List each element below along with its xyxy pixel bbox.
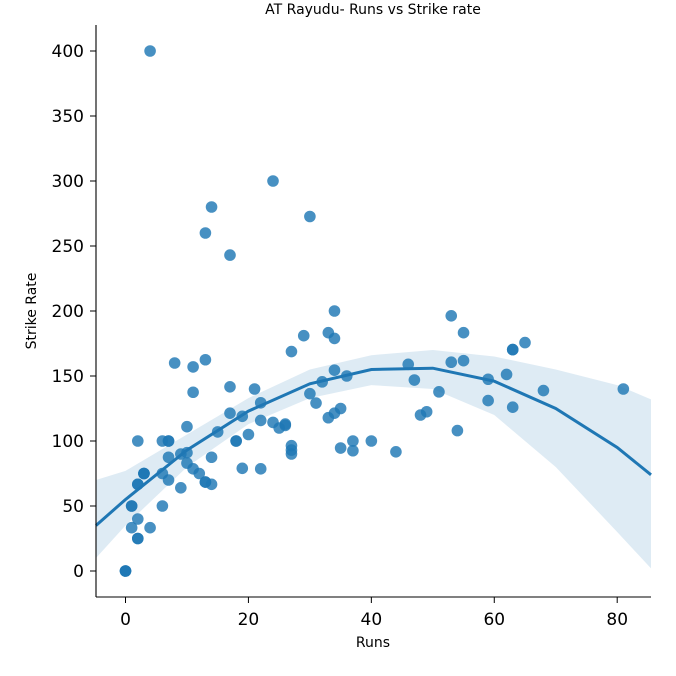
y-axis-ticks: 0 50 100 150 200 250 300 350 400 [52,42,96,582]
data-point [199,353,212,366]
data-point [537,384,550,397]
y-axis-label: Strike Rate [24,273,40,350]
y-tick-label: 300 [52,172,84,192]
data-point [162,451,175,464]
data-point [267,175,279,187]
data-point [304,210,316,223]
x-tick-label: 60 [483,610,505,630]
data-point [334,442,347,454]
y-tick-label: 50 [62,497,84,517]
data-point [168,357,181,369]
data-point [500,368,513,381]
data-point [451,424,464,437]
data-point [131,532,144,545]
data-point [175,482,187,494]
y-tick-label: 100 [52,432,84,452]
chart-title: AT Rayudu- Runs vs Strike rate [265,2,481,18]
data-point [420,405,433,418]
data-point [242,428,255,441]
data-point [254,414,267,427]
data-point [230,435,242,447]
data-point [125,500,138,512]
data-point [248,383,261,395]
data-point [310,397,322,409]
data-point [144,45,156,57]
data-point [328,364,341,376]
data-point [506,401,519,414]
data-point [390,445,402,458]
x-axis-ticks: 0 20 40 60 80 [120,597,628,630]
data-point [457,354,470,367]
x-tick-label: 20 [238,610,260,630]
data-point [445,310,458,322]
data-point [162,435,175,447]
data-point [297,329,310,342]
data-point [224,249,236,261]
y-tick-label: 150 [52,367,84,387]
data-point [328,332,341,345]
y-tick-label: 250 [52,237,84,257]
y-tick-label: 200 [52,302,84,322]
data-point [193,467,206,480]
data-point [445,356,458,369]
data-point [224,380,236,393]
data-point [347,444,359,457]
data-point [482,394,494,407]
data-point [519,336,531,349]
data-point [457,326,470,339]
data-point [162,474,175,486]
plot-area [95,45,652,577]
data-point [328,305,341,317]
data-point [506,343,519,356]
data-point [181,420,193,433]
regression-line [95,366,652,527]
data-point [131,513,144,525]
data-point [138,467,150,480]
data-point [285,345,298,358]
data-point [205,201,218,213]
data-point [334,402,347,415]
data-point [224,407,236,419]
data-point [617,383,630,395]
data-point [304,387,316,400]
x-axis-label: Runs [356,635,390,651]
data-point [236,462,249,475]
data-point [144,521,156,534]
data-point [131,435,144,447]
data-point [285,448,298,460]
data-point [205,451,218,464]
data-point [254,463,267,475]
y-tick-label: 400 [52,42,84,62]
x-tick-label: 40 [361,610,383,630]
data-point [187,386,199,399]
data-point [347,435,359,447]
data-point [199,227,212,239]
data-point [408,374,421,386]
x-tick-label: 0 [120,610,131,630]
data-point [365,435,378,447]
data-point [119,565,132,577]
data-point [125,521,138,534]
data-point [279,419,292,432]
y-tick-label: 0 [73,562,84,582]
data-point [187,361,199,373]
data-point [433,386,445,398]
data-point [205,478,218,491]
y-tick-label: 350 [52,107,84,127]
data-point [156,500,169,512]
x-tick-label: 80 [606,610,628,630]
